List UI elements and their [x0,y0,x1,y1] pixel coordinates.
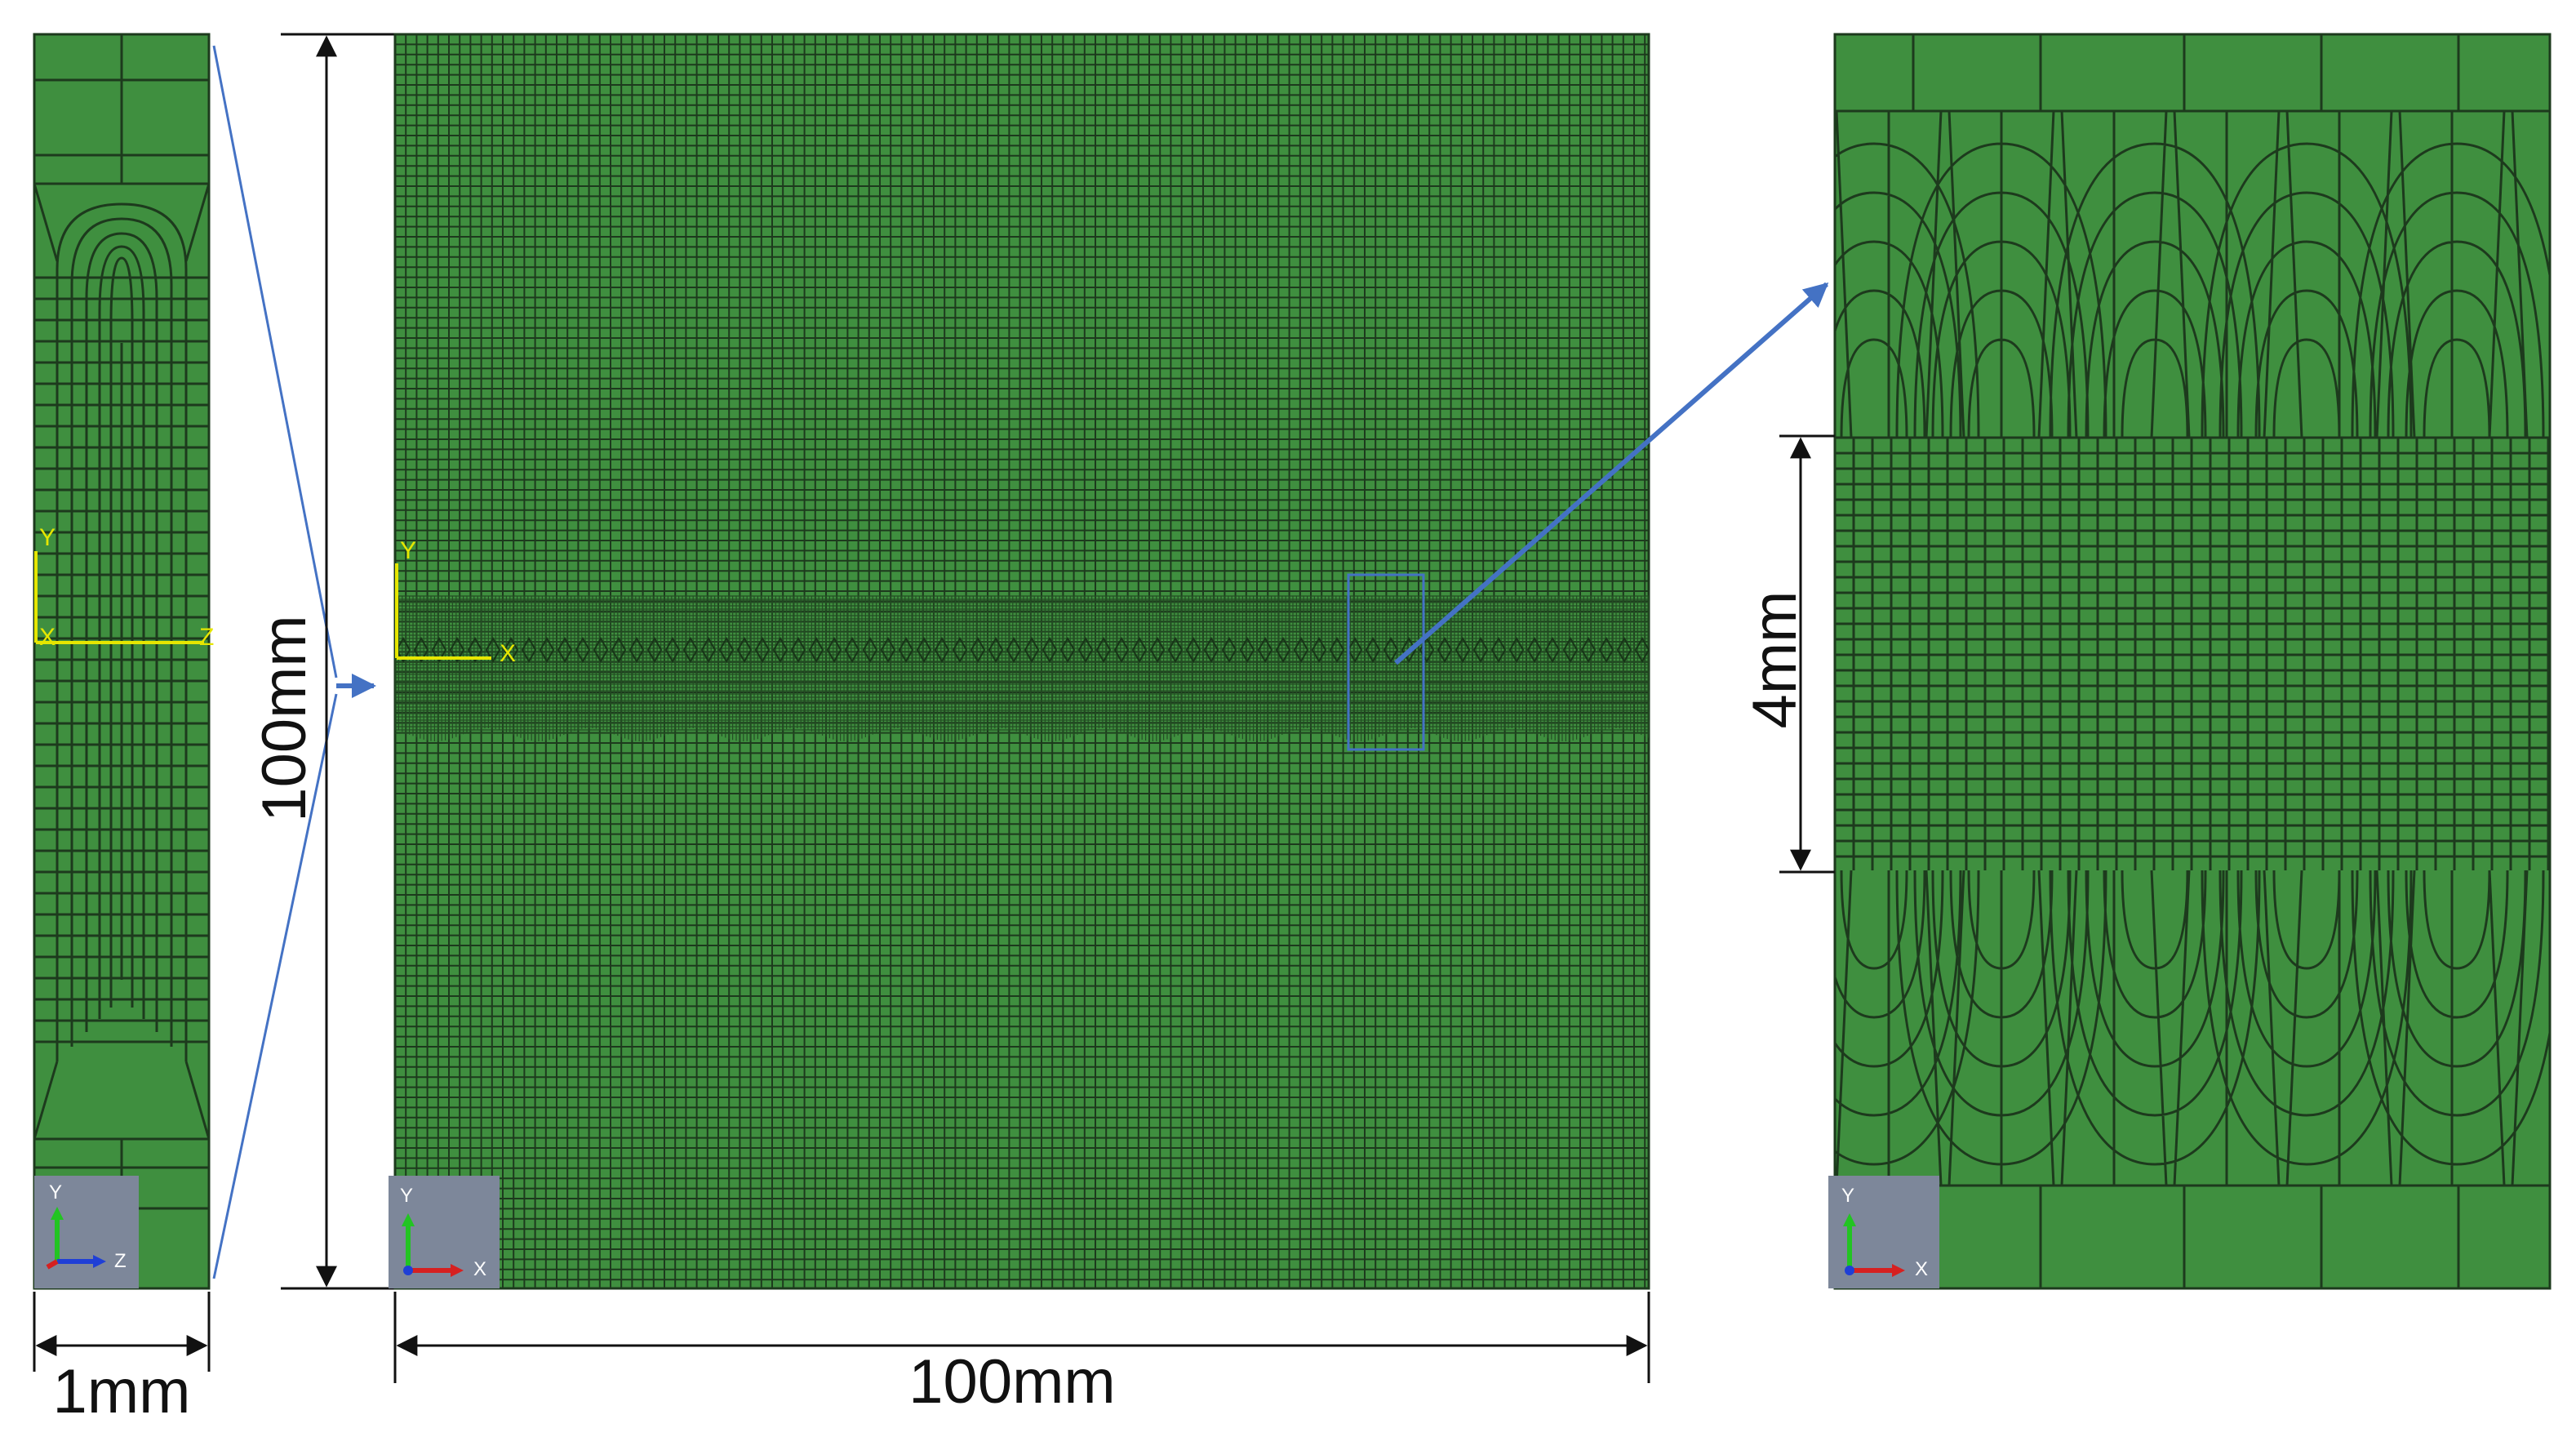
height-dimension-label: 100mm [250,615,319,821]
plate-axis-y-label: Y [400,537,416,564]
thickness-dimension-label: 1mm [53,1357,191,1426]
zoom-height-dimension: 4mm [1740,434,1835,874]
plate-mesh-view: Y X Y X [389,33,1650,1290]
plate-triad-y-label: Y [400,1185,413,1207]
side-triad-y-label: Y [49,1181,62,1203]
coordinate-triad-icon: Y X [389,1176,500,1288]
side-axis-z-label: Z [199,624,214,651]
coordinate-triad-icon: Y Z [34,1176,139,1288]
zoom-mesh-view: Y X [1828,33,2552,1290]
coordinate-triad-icon: Y X [1828,1176,1939,1288]
zoom-triad-x-label: X [1915,1258,1928,1280]
zoom-triad-y-label: Y [1841,1185,1854,1207]
plate-mesh-lines [395,34,1649,1288]
zoom-region-box [1347,573,1425,751]
side-axis-x-label: X [39,624,56,651]
side-view-mesh: Y X Z Y Z [33,33,214,1290]
mesh-edge [1835,34,2550,1288]
thickness-dimension: 1mm [33,1292,211,1426]
axis-origin-icon: Y X Z [34,524,214,651]
zoom-mesh-lines [1835,34,2550,1288]
plate-triad-x-label: X [473,1258,486,1280]
side-axis-y-label: Y [39,524,56,551]
plate-axis-x-label: X [500,640,516,667]
height-dimension: 100mm [250,33,395,1290]
mesh-edge [395,595,1649,741]
zoom-height-dimension-label: 4mm [1740,591,1810,729]
mesh-edge [395,636,1649,664]
width-dimension-label: 100mm [908,1347,1115,1417]
zoom-leader-arrow [1394,282,1829,665]
side-triad-z-label: Z [114,1250,127,1272]
width-dimension: 100mm [393,1292,1650,1417]
axis-origin-icon: Y X [395,537,516,667]
